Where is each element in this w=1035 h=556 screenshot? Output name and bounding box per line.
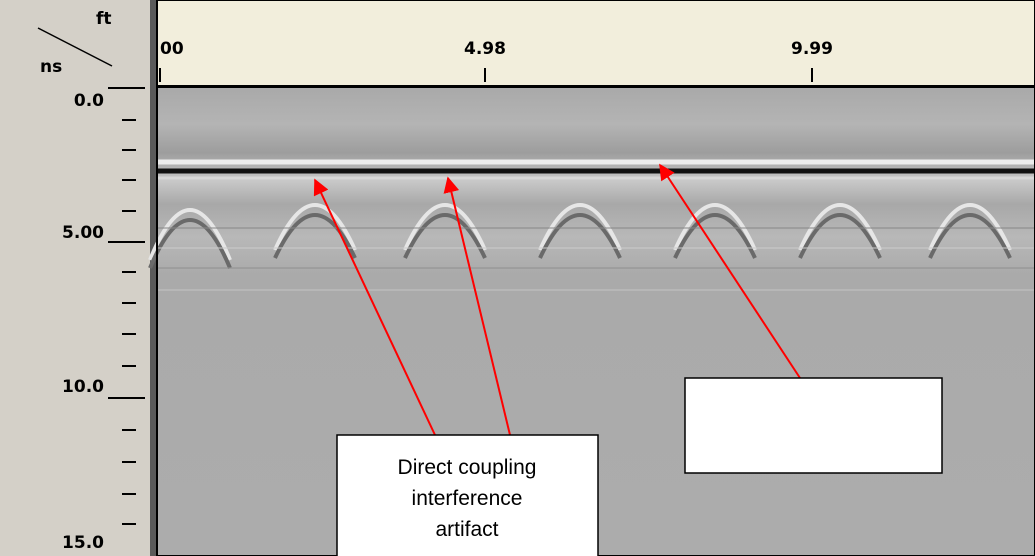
annotation-line: interference: [412, 487, 523, 510]
x-unit: ft: [96, 9, 112, 29]
y-ticks: [108, 87, 145, 525]
corner-diagonal: [37, 27, 113, 67]
annotation-line: Direct coupling: [398, 456, 537, 479]
x-tick-label: 4.98: [464, 39, 506, 59]
arrows: [313, 163, 801, 436]
separator: [150, 0, 157, 556]
y-tick-label: 5.00: [62, 223, 104, 243]
x-ruler: [156, 0, 1035, 87]
y-tick-label: 0.0: [74, 91, 104, 111]
y-unit: ns: [40, 57, 62, 77]
left-panel: [0, 0, 150, 556]
annotation-box: [336, 434, 599, 556]
y-tick-label: 15.0: [62, 533, 104, 553]
x-tick-label: 9.99: [791, 39, 833, 59]
y-tick-label: 10.0: [62, 377, 104, 397]
empty-annotation-box: [684, 377, 943, 474]
x-tick-label: 00: [160, 39, 184, 59]
annotation-line: artifact: [435, 518, 498, 541]
